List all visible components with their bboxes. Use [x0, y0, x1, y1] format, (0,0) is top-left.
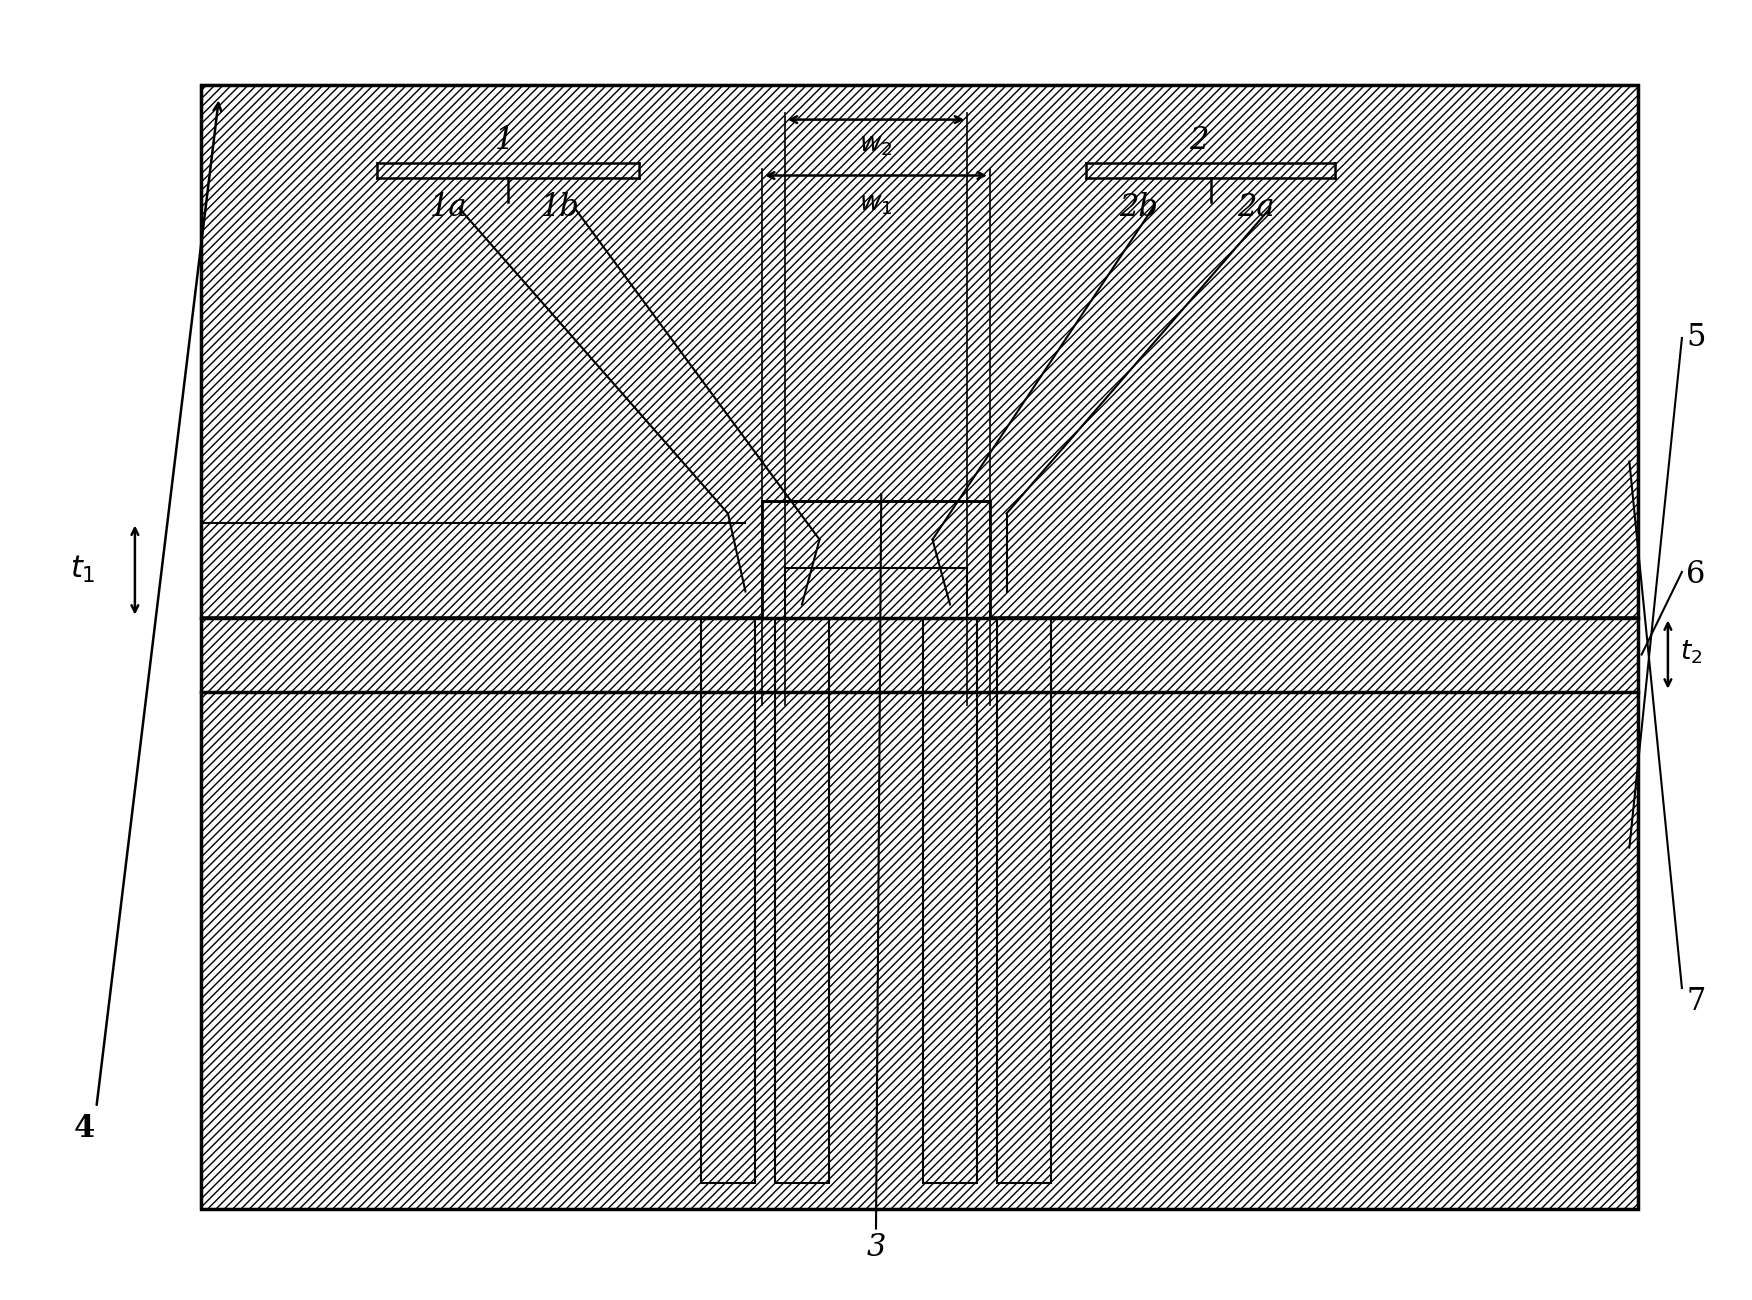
- Bar: [762, 500, 990, 618]
- Text: 1a: 1a: [429, 192, 468, 224]
- Bar: [997, 618, 1051, 1183]
- Text: 5: 5: [1685, 322, 1706, 354]
- Bar: [701, 618, 755, 1183]
- Bar: [201, 618, 1638, 692]
- Text: 2: 2: [1188, 125, 1209, 156]
- Text: 4: 4: [74, 1113, 95, 1144]
- Bar: [923, 618, 978, 1183]
- Bar: [774, 618, 829, 1183]
- Text: 7: 7: [1685, 985, 1706, 1017]
- Bar: [201, 84, 1638, 1209]
- Bar: [201, 84, 1638, 618]
- Text: 3: 3: [865, 1232, 887, 1264]
- Text: $t_2$: $t_2$: [1680, 638, 1701, 667]
- Text: $w_2$: $w_2$: [858, 133, 894, 159]
- Text: $t_1$: $t_1$: [70, 554, 95, 585]
- Text: 6: 6: [1685, 559, 1706, 590]
- Text: 2a: 2a: [1237, 192, 1275, 224]
- Text: 1: 1: [494, 125, 515, 156]
- Bar: [201, 692, 1638, 1209]
- Text: $w_1$: $w_1$: [858, 191, 894, 217]
- Text: 1b: 1b: [541, 192, 580, 224]
- Text: 2b: 2b: [1120, 192, 1158, 224]
